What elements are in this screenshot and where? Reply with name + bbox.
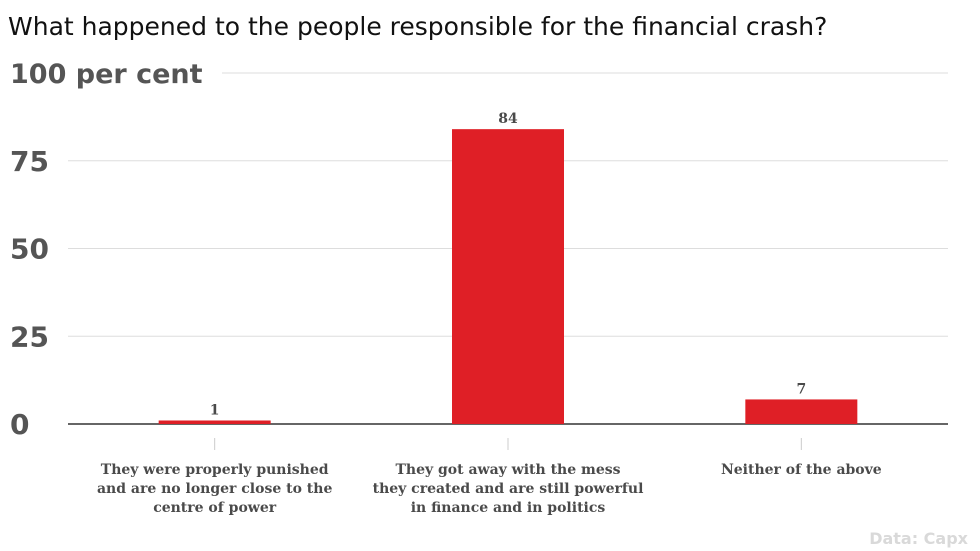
x-tick-label: They got away with the mess <box>396 462 621 478</box>
data-label: 7 <box>796 381 806 397</box>
data-label: 84 <box>498 111 518 127</box>
y-tick-label: 75 <box>10 145 49 178</box>
y-axis-ticks: 0 25 50 75 100 per cent <box>10 59 203 441</box>
x-tick-label: they created and are still powerful <box>373 481 644 497</box>
y-tick-label: 50 <box>10 233 49 266</box>
source-note: Data: Capx <box>869 529 968 548</box>
x-axis-labels: They were properly punished and are no lo… <box>97 438 882 516</box>
chart-title: What happened to the people responsible … <box>8 12 827 41</box>
x-tick-label: They were properly punished <box>101 462 329 478</box>
y-tick-label: 100 per cent <box>10 59 203 90</box>
y-tick-label: 25 <box>10 320 49 353</box>
x-tick-label: and are no longer close to the <box>97 481 332 497</box>
bar <box>452 129 564 424</box>
data-label: 1 <box>210 402 220 418</box>
x-tick-label: in finance and in politics <box>411 500 606 516</box>
y-tick-label: 0 <box>10 408 29 441</box>
bar <box>745 399 858 424</box>
x-tick-label: centre of power <box>153 500 277 516</box>
bar <box>158 420 271 424</box>
x-tick-label: Neither of the above <box>721 462 882 478</box>
